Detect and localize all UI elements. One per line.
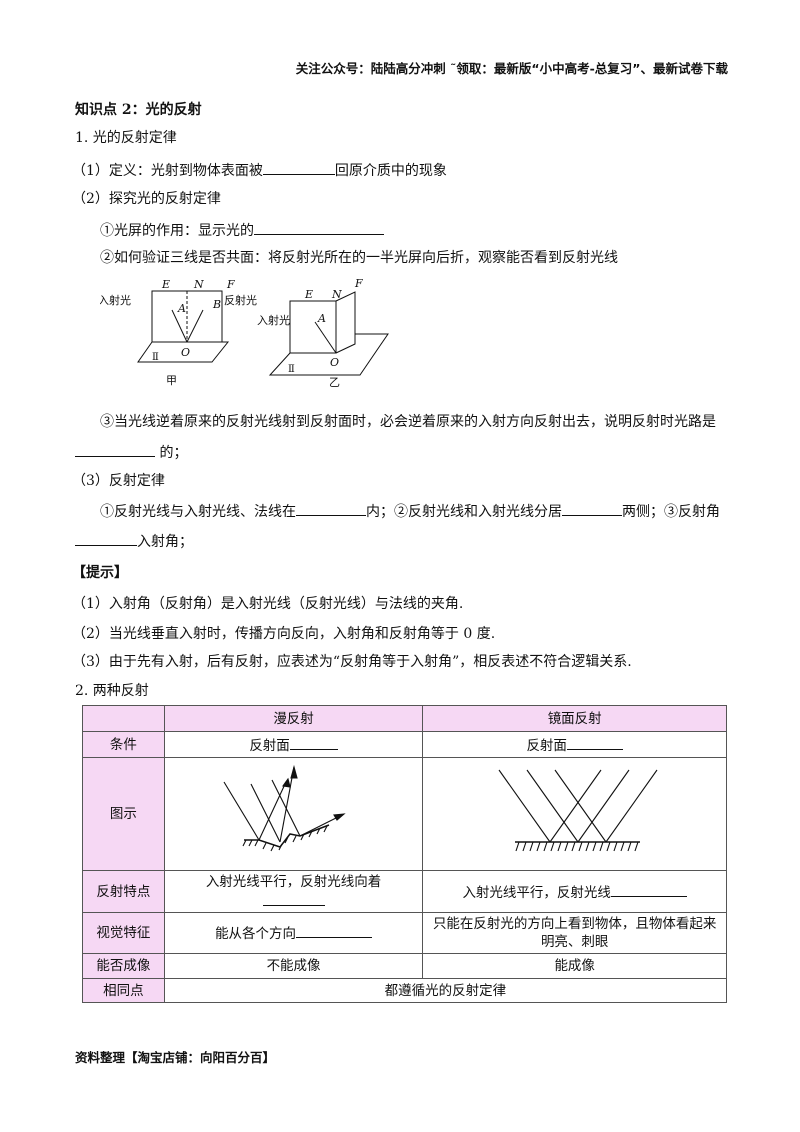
law-heading: （3）反射定律 [72, 473, 165, 489]
figure-yi: E N F A O Ⅱ 入射光 乙 [257, 277, 389, 389]
text: ①光屏的作用：显示光的 [100, 223, 254, 239]
table-row: 图示 [82, 757, 727, 871]
row-label: 图示 [82, 757, 165, 871]
label-f: F [354, 277, 363, 290]
text: 回原介质中的现象 [334, 163, 447, 179]
table-row: 视觉特征 能从各个方向 只能在反射光的方向上看到物体，且物体看起来明亮、刺眼 [82, 912, 727, 954]
blank [296, 501, 366, 516]
blank [296, 923, 373, 938]
tip-1: （1）入射角（反射角）是入射光线（反射光线）与法线的夹角. [72, 596, 464, 612]
subsection-1: 1. 光的反射定律 [75, 130, 177, 146]
tip-3: （3）由于先有入射，后有反射，应表述为“反射角等于入射角”，相反表述不符合逻辑关… [72, 654, 632, 670]
text: 入射光线平行，反射光线 [462, 884, 611, 901]
cell: 都遵循光的反射定律 [163, 978, 728, 1003]
row-label: 相同点 [82, 978, 165, 1003]
coplanar: ②如何验证三线是否共面：将反射光所在的一半光屏向后折，观察能否看到反射光线 [100, 250, 618, 266]
label-a: A [177, 302, 186, 315]
cell: 能成像 [422, 953, 727, 979]
page-header: 关注公众号：陆陆高分冲刺 ˜领取：最新版“小中高考-总复习”、最新试卷下载 [295, 61, 728, 76]
blank [254, 220, 384, 235]
label-e: E [304, 288, 313, 301]
page-footer: 资料整理【淘宝店铺：向阳百分百】 [75, 1050, 276, 1065]
text: 入射光线平行，反射光线向着 [205, 873, 382, 890]
label-o: O [181, 346, 190, 359]
text: （1）定义：光射到物体表面被 [72, 163, 263, 179]
text: 反射面 [526, 737, 567, 754]
reflection-experiment-figure: E N F A B O Ⅱ 入射光 反射光 甲 E N F A O Ⅱ 入射光 … [100, 277, 389, 389]
row-label: 视觉特征 [82, 912, 165, 954]
diffuse-reflection-icon [223, 764, 346, 851]
tip-2: （2）当光线垂直入射时，传播方向反向，入射角和反射角等于 0 度. [72, 626, 496, 642]
blank [562, 501, 622, 516]
label-f: F [226, 278, 235, 291]
blank [75, 531, 137, 546]
subsection-2: 2. 两种反射 [75, 683, 149, 699]
label-b: B [212, 298, 221, 311]
table-row: 反射特点 入射光线平行，反射光线向着入射光线平行，反射光线 [82, 870, 727, 913]
table-row: 能否成像 不能成像 能成像 [82, 953, 727, 979]
corner-cell [82, 705, 165, 732]
label-e: E [161, 278, 170, 291]
label-n: N [193, 278, 204, 291]
table-row: 相同点 都遵循光的反射定律 [82, 978, 728, 1003]
blank [262, 891, 325, 906]
label-jia: 甲 [166, 374, 177, 387]
reverse-path: ③当光线逆着原来的反射光线射到反射面时，必会逆着原来的入射方向反射出去，说明反射… [100, 414, 716, 430]
screen-use: ①光屏的作用：显示光的 [100, 220, 384, 240]
law-text: ①反射光线与入射光线、法线在 内；②反射光线和入射光线分居 两侧；③反射角 [100, 501, 720, 521]
blank [289, 735, 338, 750]
col-diffuse: 漫反射 [163, 705, 424, 732]
cell: 入射光线平行，反射光线 [422, 870, 727, 913]
blank [262, 160, 335, 175]
label-reflected: 反射光 [224, 293, 257, 307]
label-yi: 乙 [329, 376, 340, 389]
cell: 不能成像 [163, 953, 424, 979]
row-label: 反射特点 [82, 870, 165, 913]
table-row: 条件 反射面 反射面 [82, 731, 727, 758]
law-text-cont: 入射角； [75, 531, 193, 551]
row-label: 条件 [82, 731, 165, 758]
label-o: O [330, 356, 339, 369]
explore-heading: （2）探究光的反射定律 [72, 191, 221, 207]
label-ii: Ⅱ [152, 352, 159, 363]
cell [163, 757, 424, 871]
cell [422, 757, 727, 871]
row-label: 能否成像 [82, 953, 165, 979]
label-incident: 入射光 [257, 313, 290, 327]
reflection-comparison-table: 漫反射 镜面反射 条件 反射面 反射面 图示 反射特点 入射光线平行，反射光线向着入射光… [82, 705, 728, 1003]
blank [610, 882, 687, 897]
text: 两侧；③反射角 [622, 504, 720, 520]
label-incident: 入射光 [100, 293, 131, 307]
text: 反射面 [249, 737, 290, 754]
text: 能从各个方向 [215, 926, 297, 942]
cell: 能从各个方向 [163, 912, 424, 954]
cell: 反射面 [163, 731, 424, 758]
figure-jia: E N F A B O Ⅱ 入射光 反射光 甲 [100, 278, 257, 387]
reverse-path-cont: 的； [75, 442, 187, 462]
tip-heading: 【提示】 [72, 565, 128, 581]
blank [75, 442, 155, 457]
text: 的； [159, 445, 188, 461]
text: 入射角； [137, 534, 193, 550]
section-title: 知识点 2：光的反射 [75, 102, 202, 118]
blank [566, 735, 623, 750]
definition: （1）定义：光射到物体表面被 回原介质中的现象 [72, 160, 447, 180]
specular-reflection-icon [498, 769, 658, 851]
text: ①反射光线与入射光线、法线在 [100, 504, 296, 520]
cell: 入射光线平行，反射光线向着 [163, 870, 424, 913]
label-ii: Ⅱ [288, 364, 295, 375]
label-a: A [317, 312, 326, 325]
col-specular: 镜面反射 [422, 705, 727, 732]
table-header-row: 漫反射 镜面反射 [82, 705, 727, 732]
cell: 反射面 [422, 731, 727, 758]
text: 内；②反射光线和入射光线分居 [366, 504, 562, 520]
label-n: N [331, 288, 342, 301]
cell: 只能在反射光的方向上看到物体，且物体看起来明亮、刺眼 [422, 912, 727, 954]
